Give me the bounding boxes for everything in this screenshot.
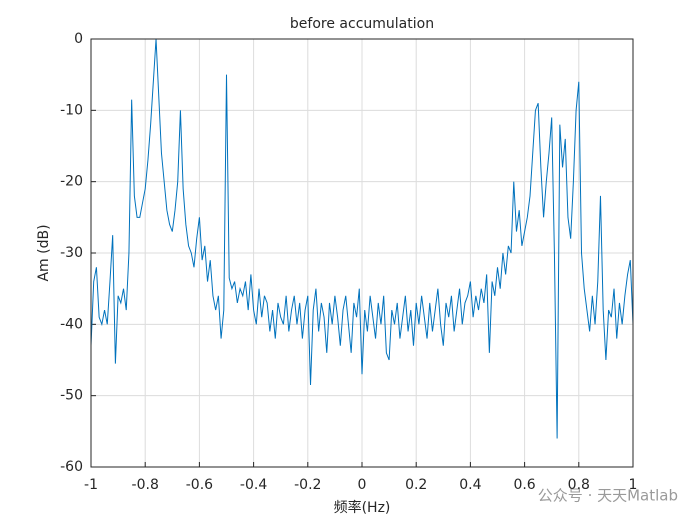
x-tick-label: -0.4 [240,477,267,493]
y-tick-label: -20 [60,174,83,190]
y-tick-label: 0 [74,31,83,47]
x-tick-label: -0.8 [132,477,159,493]
chart-title: before accumulation [290,16,434,32]
x-tick-label: 0.2 [405,477,427,493]
x-tick-label: 0.6 [513,477,535,493]
y-tick-label: -40 [60,316,83,332]
y-tick-label: -50 [60,388,83,404]
x-tick-label: -0.6 [186,477,213,493]
x-tick-label: 0.4 [459,477,481,493]
x-tick-label: 0 [358,477,367,493]
x-tick-label: -0.2 [294,477,321,493]
x-axis-label: 频率(Hz) [334,499,391,516]
x-tick-label: -1 [84,477,98,493]
y-tick-label: -60 [60,459,83,475]
y-tick-label: -30 [60,245,83,261]
y-axis-label: Am (dB) [36,224,52,281]
data-line [90,38,634,439]
x-tick-label: 1 [629,477,638,493]
axes-box [90,38,634,468]
x-tick-label: 0.8 [568,477,590,493]
watermark: 公众号 · 天天Matlab [538,487,678,505]
y-tick-label: -10 [60,102,83,118]
